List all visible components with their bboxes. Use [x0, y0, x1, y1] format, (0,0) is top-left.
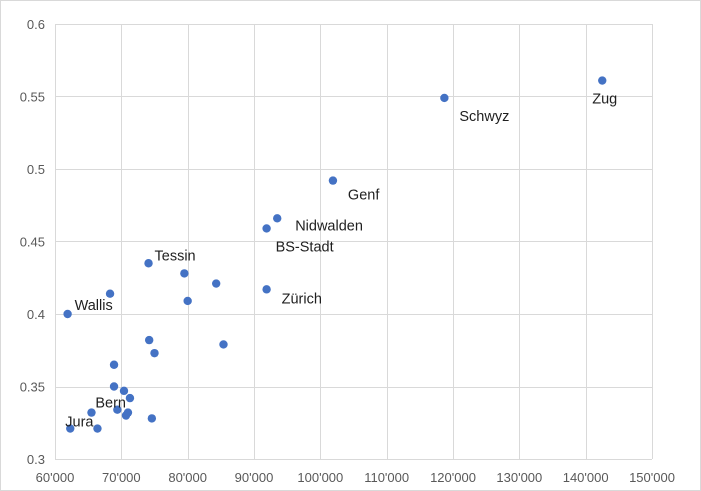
data-point — [109, 382, 119, 391]
point-label-wallis: Wallis — [75, 298, 113, 314]
x-tick-label: 90'000 — [235, 470, 274, 485]
data-point — [109, 360, 119, 369]
data-point — [147, 414, 157, 423]
data-point — [262, 224, 271, 233]
point-label-bern: Bern — [95, 396, 126, 412]
data-point — [66, 424, 75, 433]
point-label-bs-stadt: BS-Stadt — [276, 239, 334, 255]
point-label-genf: Genf — [348, 188, 380, 204]
data-point — [119, 386, 129, 396]
data-point — [121, 411, 131, 420]
data-point — [598, 76, 607, 85]
data-point — [180, 269, 189, 278]
point-label-schwyz: Schwyz — [459, 109, 509, 125]
data-point — [113, 405, 122, 414]
y-tick-label: 0.4 — [27, 307, 45, 322]
x-tick-label: 110'000 — [364, 470, 409, 485]
data-point — [183, 296, 192, 306]
x-tick-label: 70'000 — [102, 470, 141, 485]
x-tick-label: 150'000 — [629, 470, 675, 485]
point-label-jura: Jura — [65, 415, 94, 431]
y-tick-label: 0.55 — [20, 90, 45, 105]
data-points — [63, 76, 607, 433]
y-tick-label: 0.5 — [27, 162, 45, 177]
x-tick-label: 100'000 — [297, 470, 343, 485]
y-tick-label: 0.35 — [20, 380, 45, 395]
y-tick-label: 0.6 — [27, 17, 45, 32]
point-label-nidwalden: Nidwalden — [295, 218, 363, 234]
x-tick-label: 60'000 — [36, 470, 75, 485]
data-point — [328, 176, 338, 185]
point-label-tessin: Tessin — [155, 248, 196, 264]
y-axis-tick-labels: 0.3 0.35 0.4 0.45 0.5 0.55 0.6 — [20, 17, 45, 467]
data-point — [150, 348, 159, 358]
data-point — [144, 335, 154, 345]
x-tick-label: 80'000 — [168, 470, 207, 485]
data-point — [219, 340, 228, 349]
data-point — [262, 285, 271, 294]
data-point — [105, 289, 115, 298]
data-point — [87, 408, 96, 417]
x-tick-label: 120'000 — [430, 470, 476, 485]
gridlines — [55, 24, 653, 460]
data-point — [211, 279, 221, 288]
data-point — [144, 259, 153, 268]
y-tick-label: 0.3 — [27, 452, 45, 467]
x-axis-tick-labels: 60'000 70'000 80'000 90'000 100'000 110'000 12… — [36, 470, 675, 485]
data-point — [440, 93, 449, 103]
x-tick-label: 130'000 — [496, 470, 542, 485]
data-labels: Zug Schwyz Genf Nidwalden BS-Stadt Zürich Tess… — [65, 92, 617, 431]
data-point — [93, 424, 102, 433]
data-point — [63, 309, 72, 319]
data-point — [273, 214, 282, 223]
y-tick-label: 0.45 — [20, 235, 45, 250]
point-label-zug: Zug — [592, 92, 617, 108]
point-label-z-rich: Zürich — [282, 291, 322, 307]
x-tick-label: 140'000 — [563, 470, 609, 485]
data-point — [125, 393, 135, 403]
